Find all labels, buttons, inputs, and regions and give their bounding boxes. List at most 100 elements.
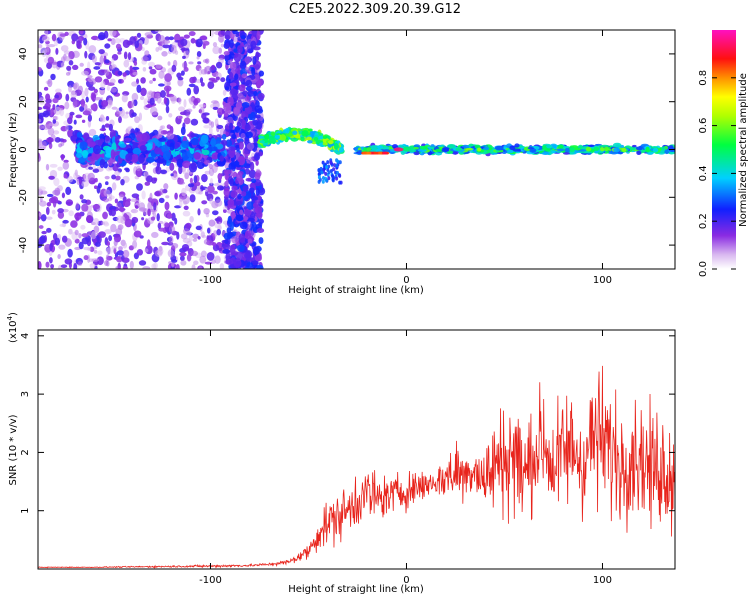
spectrogram-cell [185,222,192,229]
spectrogram-cell [238,141,244,150]
spectrogram-cell [65,186,72,196]
spectrogram-cell [73,263,78,269]
spectrogram-cell [556,148,565,152]
spectrogram-cell [129,65,133,74]
spectrogram-cell [224,54,230,61]
spectrogram-cell [332,167,336,172]
spectrogram-cell [329,169,333,173]
spectrogram-cell [209,178,214,185]
spectrogram-cell [38,212,43,218]
spectrogram-cell [255,52,261,58]
spectrogram-cell [80,224,86,230]
spectrogram-cell [119,143,127,148]
spectrogram-cell [233,161,240,166]
spectrogram-cell [104,43,111,49]
spectrogram-cell [171,44,177,54]
spectrogram-cell [151,231,159,238]
spectrogram-cell [146,156,155,163]
spectrogram-cell [78,241,84,250]
spectrogram-cell [93,218,100,226]
spectrogram-cell [64,258,73,265]
spectrogram-cell [134,116,140,124]
spectrogram-cell [134,40,140,49]
spectrogram-cell [229,82,237,87]
spectrogram-cell [569,147,576,153]
spectrogram-cell [451,150,459,155]
spectrogram-cell [90,231,97,240]
spectrogram-cell [168,225,176,234]
spectrogram-cell [105,181,109,186]
spectrogram-cell [63,173,68,179]
spectrogram-cell [204,187,208,192]
spectrogram-cell [39,196,43,203]
spectrogram-cell [189,177,193,184]
colorbar: 0.0 0.2 0.4 0.6 0.8 Normalized spectral ampl… [698,30,749,277]
spectrogram-cell [140,87,147,97]
spectrogram-cell [59,108,65,117]
spectrogram-cell [232,171,237,178]
spectrogram-cell [198,104,206,108]
spectrogram-cell [197,208,201,216]
spectrogram-cell [148,66,153,70]
spectrogram-cell [231,133,237,140]
spectrogram-cell [221,109,225,114]
spectrogram-panel: -100 0 100 -40 -20 0 20 40 Height of straight l… [8,29,676,296]
spectrogram-cell [370,145,378,150]
spectrogram-cell [250,40,257,49]
spectrogram-cell [49,257,53,264]
spectrogram-cell [136,84,142,93]
spectrogram-cell [64,101,70,110]
spectrogram-cell [363,147,368,151]
spectrogram-cell [234,125,241,133]
spectrogram-cell [253,90,258,97]
spectrogram-cell [244,123,251,132]
spectrogram-cell [85,96,89,103]
spectrogram-cell [377,151,383,155]
spectrogram-cell [45,163,50,171]
spectrogram-cell [107,38,112,42]
spectrogram-cell [228,146,237,151]
spectrogram-cell [285,127,290,134]
spectrogram-cell [455,147,463,151]
spectrogram-cell [268,135,276,142]
spectrogram-cell [61,192,66,199]
spectrogram-cell [42,140,47,149]
spectrogram-cell [168,113,173,118]
spectrogram-cell [206,251,215,261]
spectrogram-cell [44,244,52,248]
spectrogram-cell [140,77,146,84]
colorbar-tick-label: 0.6 [698,118,709,134]
spectrogram-cell [200,250,207,258]
spectrogram-cell [60,62,65,68]
spectrogram-cell [111,58,115,66]
spectrogram-cell [46,62,53,70]
spectrogram-cell [97,32,106,41]
spectrogram-cell [226,227,232,234]
spectrogram-cell [178,198,183,208]
spectrogram-cell [75,202,80,210]
spectrogram-cell [45,93,51,101]
spectrogram-cell [171,242,179,249]
spectrogram-cell [136,248,144,256]
spectrogram-cell [106,85,110,91]
spectrogram-cell [211,64,216,71]
spectrogram-cell [88,45,97,54]
spectrogram-cell [165,105,170,114]
spectrogram-cell [53,177,60,187]
spectrogram-cell [99,116,106,123]
spectrogram-cell [113,239,118,247]
spectrogram-cell [221,133,227,140]
spectrogram-cell [122,39,131,49]
spectrogram-cell [248,169,256,179]
spectrogram-cell [115,175,121,181]
spectrogram-cell [514,143,520,148]
spectrogram-cell [59,223,66,227]
spectrogram-cell [76,40,81,49]
spectrogram-cell [199,255,207,264]
spectrogram-cell [309,130,315,136]
spectrogram-cell [196,161,205,170]
spectrogram-cell [92,204,100,210]
spectrogram-cell [114,198,119,204]
spectrogram-cell [382,151,388,155]
spectrogram-cell [166,81,171,86]
